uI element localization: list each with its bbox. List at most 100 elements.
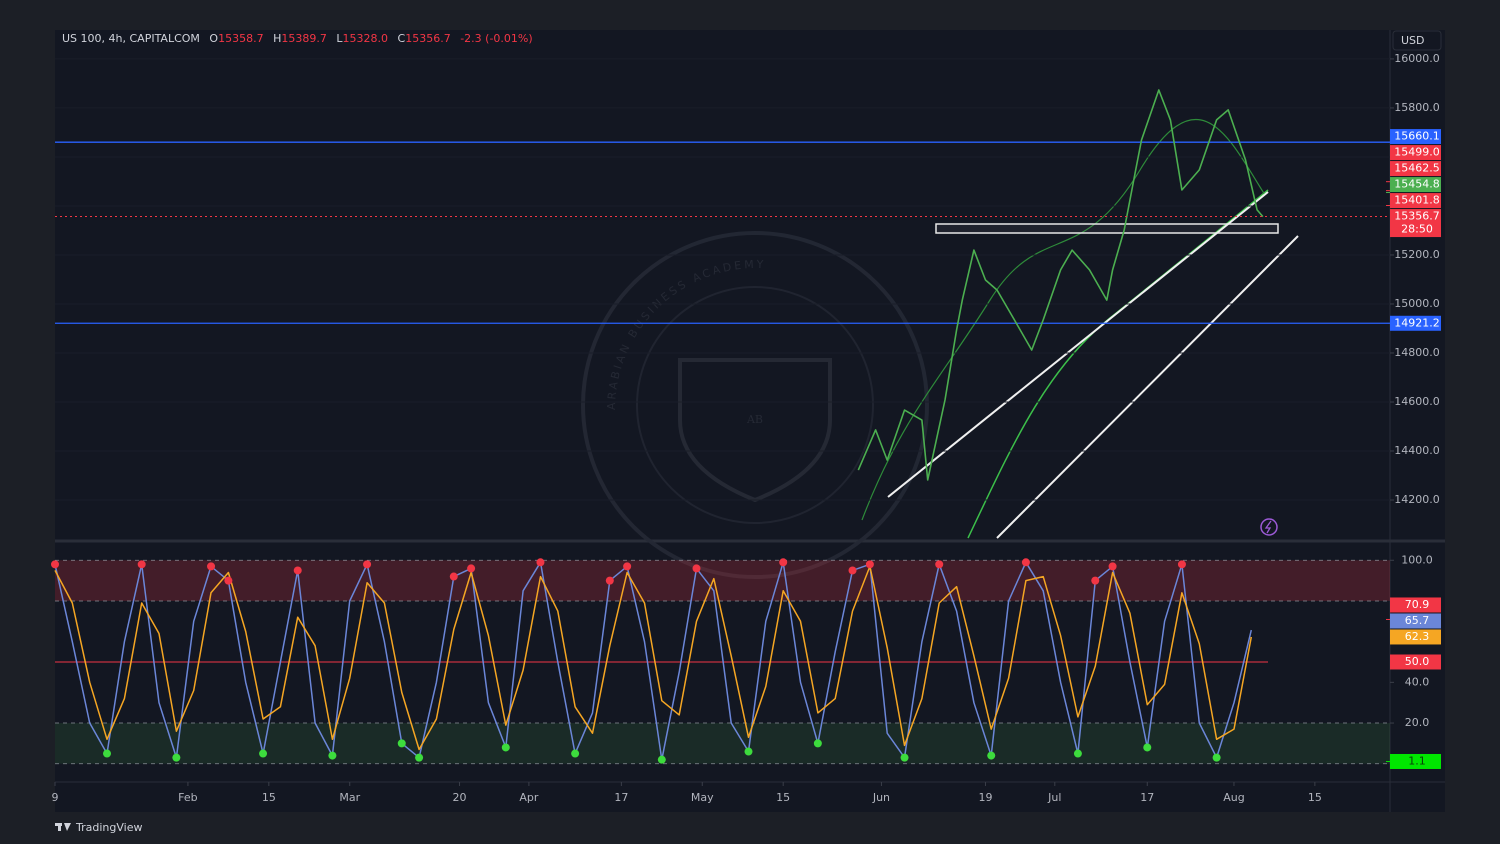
overbought-dot — [207, 562, 216, 571]
overbought-dot — [1177, 560, 1186, 569]
x-tick-label: Jul — [1047, 791, 1061, 804]
overbought-dot — [1021, 558, 1030, 567]
series-last-value: 62.3 — [1405, 630, 1430, 643]
x-tick-label: Jun — [872, 791, 890, 804]
price-label: 15401.8 — [1394, 194, 1440, 207]
current-price-label: 15356.7 — [1394, 210, 1440, 223]
overbought-dot — [449, 572, 458, 581]
overbought-dot — [1091, 576, 1100, 585]
countdown: 28:50 — [1401, 223, 1433, 236]
x-tick-label: Mar — [339, 791, 360, 804]
y-tick-label: 15000.0 — [1394, 297, 1440, 310]
overbought-dot — [1108, 562, 1117, 571]
y-tick-label: 14600.0 — [1394, 395, 1440, 408]
x-tick-label: Aug — [1223, 791, 1244, 804]
oversold-dot — [813, 739, 822, 748]
y-tick-label: 14400.0 — [1394, 444, 1440, 457]
oversold-dot — [657, 755, 666, 764]
level-label: 14921.2 — [1394, 316, 1440, 329]
price-label-bg — [1390, 145, 1441, 161]
overbought-dot — [865, 560, 874, 569]
price-label-bg — [1390, 129, 1441, 145]
overbought-dot — [536, 558, 545, 567]
ohlc-key: O — [209, 32, 218, 45]
symbol: US 100, 4h, CAPITALCOM — [62, 32, 200, 45]
oversold-dot — [1073, 749, 1082, 758]
alert-icon-bolt — [1264, 520, 1272, 534]
ohlc-value: 15356.7 — [405, 32, 451, 45]
x-tick-label: 17 — [614, 791, 628, 804]
logo-part — [58, 823, 61, 831]
x-tick-label: May — [691, 791, 714, 804]
price-label-bg — [1390, 209, 1441, 238]
support-zone — [935, 223, 1279, 234]
oversold-dot — [397, 739, 406, 748]
y-tick-label: 20.0 — [1405, 716, 1430, 729]
overbought-dot — [623, 562, 632, 571]
ohlc-key: L — [336, 32, 343, 45]
x-tick-label: 9 — [52, 791, 59, 804]
x-tick-label: 20 — [453, 791, 467, 804]
price-label: 15499.0 — [1394, 146, 1440, 159]
x-tick-label: 17 — [1140, 791, 1154, 804]
x-tick-label: 15 — [262, 791, 276, 804]
ohlc-value: 15389.7 — [281, 32, 327, 45]
watermark-ring — [581, 231, 929, 579]
overbought-dot — [848, 566, 857, 575]
ohlc-key: C — [398, 32, 406, 45]
x-tick-label: Feb — [178, 791, 197, 804]
chart-background — [55, 30, 1445, 812]
y-tick-label: 16000.0 — [1394, 52, 1440, 65]
price-label-bg — [1390, 193, 1441, 209]
oversold-dot — [1143, 743, 1152, 752]
price-label-bg — [1390, 654, 1441, 670]
oversold-dot — [328, 751, 337, 760]
currency: USD — [1401, 34, 1425, 47]
oversold-dot — [501, 743, 510, 752]
oversold-dot — [900, 753, 909, 762]
price-label: 15462.5 — [1394, 162, 1440, 175]
x-tick-label: 15 — [1308, 791, 1322, 804]
price-label-bg — [1390, 753, 1441, 769]
watermark-initials: AB — [746, 413, 763, 426]
price-label: 15454.8 — [1394, 178, 1440, 191]
alert-icon[interactable] — [1260, 518, 1278, 536]
oversold-dot — [259, 749, 268, 758]
oversold-dot — [744, 747, 753, 756]
price-line — [857, 89, 1264, 481]
overbought-dot — [779, 558, 788, 567]
brand-logo — [55, 823, 71, 831]
price-label-bg — [1390, 161, 1441, 177]
logo-part — [64, 823, 71, 831]
zone — [55, 723, 1390, 764]
x-tick-label: Apr — [519, 791, 539, 804]
y-tick-label: 100.0 — [1401, 553, 1433, 566]
overbought-dot — [51, 560, 59, 569]
overbought-dot — [224, 576, 233, 585]
overbought-dot — [935, 560, 944, 569]
price-label-bg — [1390, 177, 1441, 193]
moving-average-drawing — [861, 118, 1266, 521]
price-label-bg — [1390, 629, 1441, 645]
ohlc-value: 15358.7 — [218, 32, 264, 45]
overbought-dot — [467, 564, 476, 573]
trendline — [996, 235, 1299, 539]
zone — [55, 560, 1390, 601]
brand: TradingView — [75, 821, 142, 834]
overbought-dot — [137, 560, 146, 569]
x-tick-label: 15 — [776, 791, 790, 804]
y-tick-label: 15800.0 — [1394, 101, 1440, 114]
trendline — [887, 191, 1269, 498]
oversold-dot — [571, 749, 580, 758]
y-tick-label: 14200.0 — [1394, 493, 1440, 506]
overbought-dot — [692, 564, 701, 573]
indicator-label: 1.1 — [1408, 754, 1426, 767]
price-label-bg — [1390, 613, 1441, 629]
oscillator-line — [54, 561, 1253, 761]
indicator-label: 70.9 — [1405, 598, 1430, 611]
y-tick-label: 40.0 — [1405, 675, 1430, 688]
oversold-dot — [172, 753, 181, 762]
currency-button[interactable] — [1392, 30, 1442, 51]
